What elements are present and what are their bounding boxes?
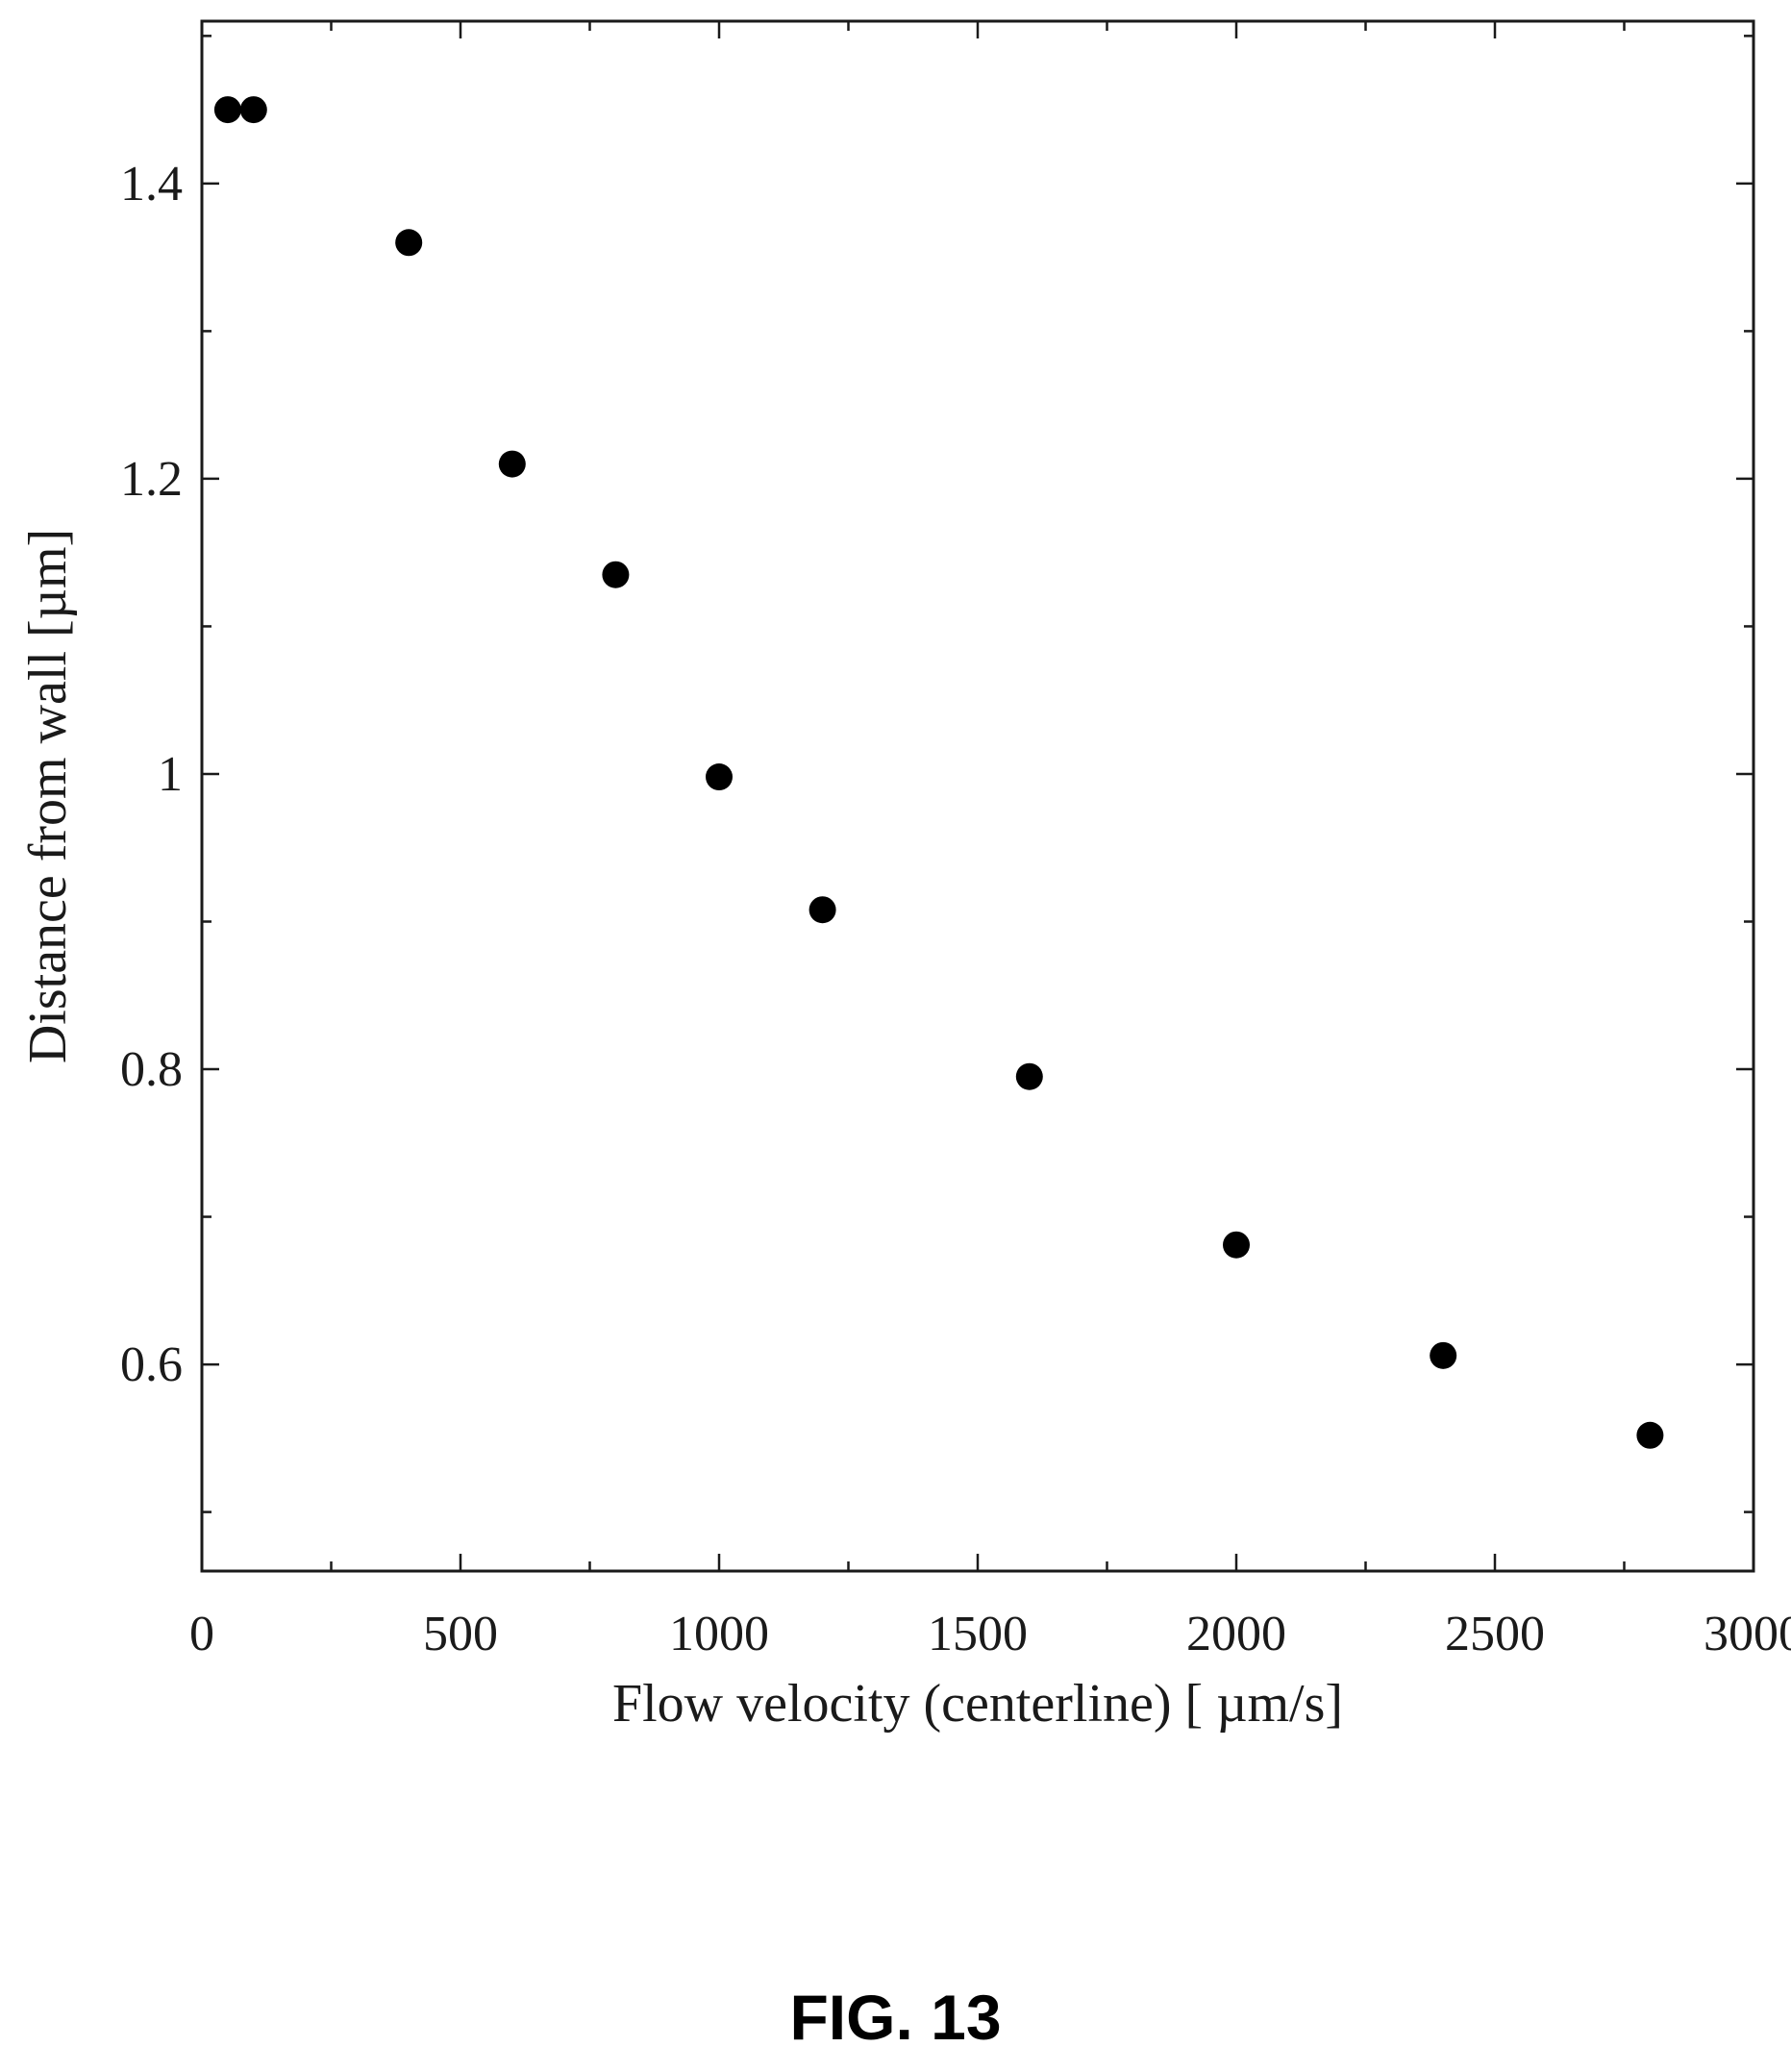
data-point <box>1636 1421 1664 1449</box>
plot-frame <box>200 19 1755 1573</box>
y-tick-label: 1.4 <box>120 157 183 212</box>
y-axis-title: Distance from wall [µm] <box>18 529 78 1063</box>
data-points <box>213 96 1664 1449</box>
y-tick-label: 0.6 <box>120 1337 183 1392</box>
x-tick-label: 0 <box>189 1607 214 1661</box>
data-point <box>706 763 733 791</box>
data-point <box>808 896 836 924</box>
data-point <box>602 561 630 588</box>
x-axis-ticks <box>200 21 1755 1571</box>
data-point <box>239 96 267 124</box>
y-axis-tick-labels: 0.6 0.8 1 1.2 1.4 <box>120 157 183 1392</box>
x-tick-label: 3000 <box>1704 1607 1791 1661</box>
data-point <box>395 229 423 257</box>
x-tick-label: 2500 <box>1445 1607 1545 1661</box>
x-axis-title: Flow velocity (centerline) [ µm/s] <box>612 1674 1343 1734</box>
data-point <box>1015 1062 1043 1090</box>
x-tick-label: 1500 <box>928 1607 1028 1661</box>
y-axis-ticks <box>202 35 1754 1513</box>
figure-label: FIG. 13 <box>789 1982 1002 2053</box>
x-tick-label: 1000 <box>669 1607 769 1661</box>
x-tick-label: 500 <box>423 1607 498 1661</box>
x-tick-label: 2000 <box>1186 1607 1286 1661</box>
data-point <box>213 96 241 124</box>
y-tick-label: 1 <box>158 747 183 802</box>
x-axis-tick-labels: 0 500 1000 1500 2000 2500 3000 <box>189 1607 1791 1661</box>
y-tick-label: 0.8 <box>120 1042 183 1097</box>
y-tick-label: 1.2 <box>120 452 183 507</box>
data-point <box>1223 1231 1250 1259</box>
data-point <box>498 450 526 478</box>
data-point <box>1430 1341 1457 1369</box>
